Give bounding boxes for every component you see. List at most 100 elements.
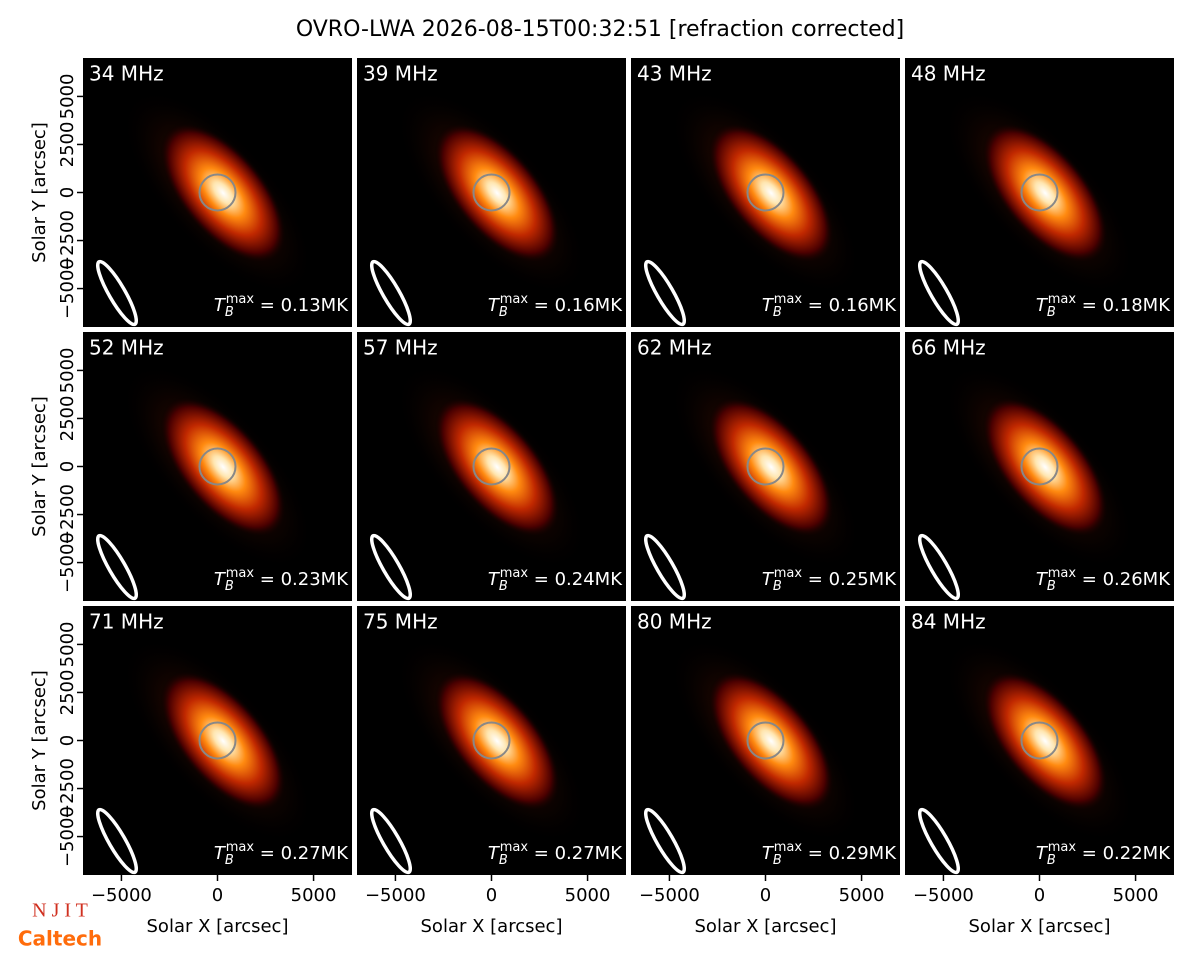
tb-sub: B bbox=[499, 305, 508, 320]
emission bbox=[433, 396, 561, 538]
solar-disk bbox=[1020, 721, 1059, 760]
emission bbox=[707, 122, 835, 264]
y-axis-label: Solar Y [arcsec] bbox=[29, 670, 50, 811]
frequency-label: 43 MHz bbox=[637, 62, 712, 86]
image bbox=[83, 606, 352, 875]
tb-value: = 0.22MK bbox=[1076, 843, 1171, 864]
beam bbox=[369, 259, 413, 327]
frequency-label: 71 MHz bbox=[89, 610, 164, 634]
tb-sub: B bbox=[499, 853, 508, 868]
panel: 66 MHz TBmax = 0.26MK bbox=[905, 332, 1174, 601]
image bbox=[631, 332, 900, 601]
tb-sub: B bbox=[773, 305, 782, 320]
tb-sub: B bbox=[773, 853, 782, 868]
emission bbox=[433, 122, 561, 264]
frequency-label: 52 MHz bbox=[89, 336, 164, 360]
y-axis-label: Solar Y [arcsec] bbox=[29, 396, 50, 537]
y-tick-label: 0 bbox=[57, 461, 78, 472]
solar-disk bbox=[1020, 447, 1059, 486]
tb-label: TBmax = 0.27MK bbox=[214, 840, 349, 868]
tb-symbol: T bbox=[488, 569, 501, 590]
frequency-label: 66 MHz bbox=[911, 336, 986, 360]
beam bbox=[95, 533, 139, 601]
panel: 84 MHz TBmax = 0.22MK bbox=[905, 606, 1174, 875]
x-tick-label: 5000 bbox=[291, 885, 337, 906]
tb-value: = 0.29MK bbox=[802, 843, 897, 864]
emission bbox=[981, 396, 1109, 538]
beam bbox=[95, 259, 139, 327]
x-tick-label: 5000 bbox=[839, 885, 885, 906]
x-tick-label: −5000 bbox=[913, 885, 974, 906]
tb-label: TBmax = 0.13MK bbox=[214, 292, 349, 320]
image bbox=[83, 332, 352, 601]
panel: 75 MHz TBmax = 0.27MK bbox=[357, 606, 626, 875]
y-tick-label: 2500 bbox=[57, 122, 78, 168]
tb-symbol: T bbox=[488, 295, 501, 316]
panel: 71 MHz TBmax = 0.27MK bbox=[83, 606, 352, 875]
frequency-label: 48 MHz bbox=[911, 62, 986, 86]
tb-sup: max bbox=[774, 840, 803, 855]
tb-label: TBmax = 0.16MK bbox=[762, 292, 897, 320]
logo-njit: N J I T bbox=[32, 900, 88, 922]
frequency-label: 39 MHz bbox=[363, 62, 438, 86]
image bbox=[905, 332, 1174, 601]
y-tick-label: −2500 bbox=[57, 484, 78, 545]
tb-value: = 0.18MK bbox=[1076, 295, 1171, 316]
figure-title: OVRO-LWA 2026-08-15T00:32:51 [refraction… bbox=[296, 17, 904, 42]
tb-sub: B bbox=[1047, 853, 1056, 868]
logo-caltech: Caltech bbox=[18, 927, 102, 951]
beam bbox=[643, 533, 687, 601]
x-tick-label: −5000 bbox=[365, 885, 426, 906]
beam bbox=[917, 807, 961, 875]
tb-sub: B bbox=[1047, 305, 1056, 320]
solar-disk bbox=[198, 447, 237, 486]
tb-sub: B bbox=[1047, 579, 1056, 594]
x-axis-label: Solar X [arcsec] bbox=[147, 916, 289, 937]
image bbox=[631, 606, 900, 875]
y-tick-label: 2500 bbox=[57, 396, 78, 442]
tb-value: = 0.16MK bbox=[528, 295, 623, 316]
frequency-label: 75 MHz bbox=[363, 610, 438, 634]
x-axis-label: Solar X [arcsec] bbox=[969, 916, 1111, 937]
image bbox=[357, 332, 626, 601]
panel: 48 MHz TBmax = 0.18MK bbox=[905, 58, 1174, 327]
tb-label: TBmax = 0.29MK bbox=[762, 840, 897, 868]
solar-disk bbox=[746, 447, 785, 486]
frequency-label: 80 MHz bbox=[637, 610, 712, 634]
frequency-label: 62 MHz bbox=[637, 336, 712, 360]
tb-symbol: T bbox=[762, 843, 775, 864]
x-tick-label: 0 bbox=[1034, 885, 1045, 906]
image bbox=[905, 606, 1174, 875]
y-tick-label: 2500 bbox=[57, 670, 78, 716]
x-tick-label: −5000 bbox=[91, 885, 152, 906]
tb-value: = 0.25MK bbox=[802, 569, 897, 590]
x-tick-label: 5000 bbox=[565, 885, 611, 906]
tb-symbol: T bbox=[1036, 295, 1049, 316]
tb-label: TBmax = 0.25MK bbox=[762, 566, 897, 594]
solar-disk bbox=[472, 721, 511, 760]
tb-sup: max bbox=[1048, 292, 1077, 307]
y-tick-label: 0 bbox=[57, 735, 78, 746]
tb-symbol: T bbox=[214, 569, 227, 590]
tb-sup: max bbox=[1048, 566, 1077, 581]
tb-sup: max bbox=[1048, 840, 1077, 855]
solar-disk bbox=[746, 721, 785, 760]
tb-sub: B bbox=[773, 579, 782, 594]
x-axis-label: Solar X [arcsec] bbox=[421, 916, 563, 937]
y-tick-label: −5000 bbox=[57, 806, 78, 867]
solar-disk bbox=[746, 173, 785, 212]
emission bbox=[981, 122, 1109, 264]
tb-value: = 0.23MK bbox=[254, 569, 349, 590]
tb-sub: B bbox=[225, 579, 234, 594]
emission bbox=[159, 122, 287, 264]
tb-sup: max bbox=[500, 566, 529, 581]
tb-label: TBmax = 0.18MK bbox=[1036, 292, 1171, 320]
solar-disk bbox=[198, 173, 237, 212]
image bbox=[905, 58, 1174, 327]
tb-sup: max bbox=[774, 292, 803, 307]
tb-sup: max bbox=[500, 292, 529, 307]
beam bbox=[643, 259, 687, 327]
tb-symbol: T bbox=[1036, 569, 1049, 590]
emission bbox=[981, 670, 1109, 812]
